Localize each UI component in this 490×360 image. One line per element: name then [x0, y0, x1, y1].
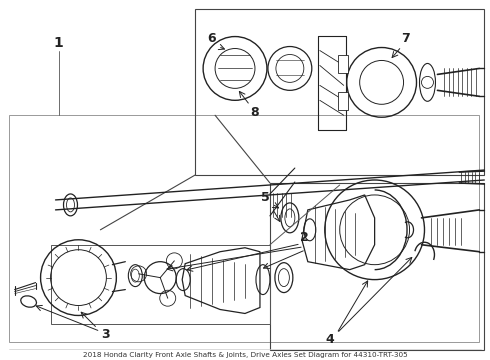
Text: 8: 8 — [251, 106, 259, 119]
Text: 4: 4 — [325, 333, 334, 346]
Text: 5: 5 — [261, 192, 270, 204]
Bar — [9, 115, 479, 342]
Text: 3: 3 — [101, 328, 110, 341]
Text: 7: 7 — [401, 32, 410, 45]
Text: 2018 Honda Clarity Front Axle Shafts & Joints, Drive Axles Set Diagram for 44310: 2018 Honda Clarity Front Axle Shafts & J… — [83, 352, 407, 358]
Text: 6: 6 — [207, 32, 216, 45]
Bar — [338, 55, 348, 73]
Bar — [338, 92, 348, 110]
Text: 1: 1 — [54, 36, 63, 50]
Text: 2: 2 — [300, 231, 309, 244]
Bar — [270, 183, 484, 350]
